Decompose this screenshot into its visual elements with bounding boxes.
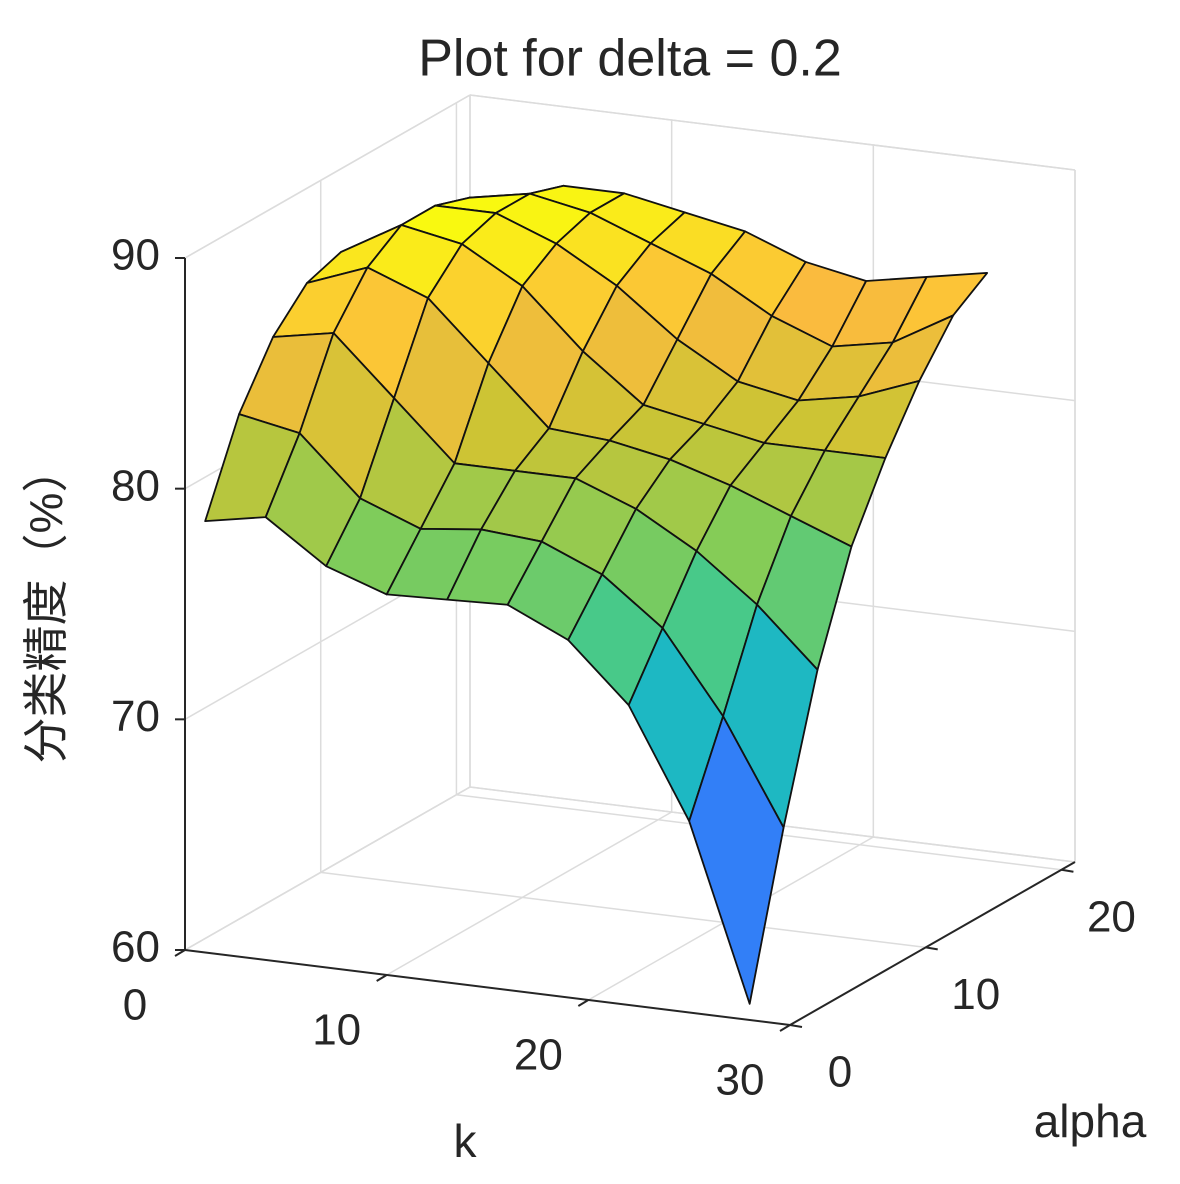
y-tick [1061,868,1074,873]
x-tick [376,974,388,982]
y-tick [789,1024,803,1028]
grid-line [184,786,471,951]
x-tick-label: 20 [514,1031,563,1080]
y-tick [925,946,938,951]
grid-line [469,94,1076,171]
z-tick-label: 90 [111,231,160,280]
x-tick [174,949,186,957]
x-tick [779,1024,791,1032]
z-axis-label: 分类精度（%） [20,447,72,764]
y-axis [789,861,1076,1026]
grid-line [184,94,471,259]
grid-line [320,871,926,949]
chart-title: Plot for delta = 0.2 [418,30,842,88]
y-axis-label: alpha [1034,1095,1147,1147]
x-tick-label: 10 [312,1006,361,1055]
y-tick-label: 10 [951,970,1000,1019]
surface-face [688,715,785,1005]
z-tick-label: 60 [111,923,160,972]
z-tick-label: 80 [111,461,160,510]
grid-line [386,811,673,976]
x-tick-label: 0 [123,981,147,1030]
x-tick [577,999,589,1007]
x-tick-label: 30 [716,1056,765,1105]
x-axis-label: k [454,1115,478,1167]
x-axis [184,949,791,1026]
y-tick-label: 20 [1087,892,1136,941]
y-tick-label: 0 [828,1048,852,1097]
z-tick-label: 70 [111,692,160,741]
